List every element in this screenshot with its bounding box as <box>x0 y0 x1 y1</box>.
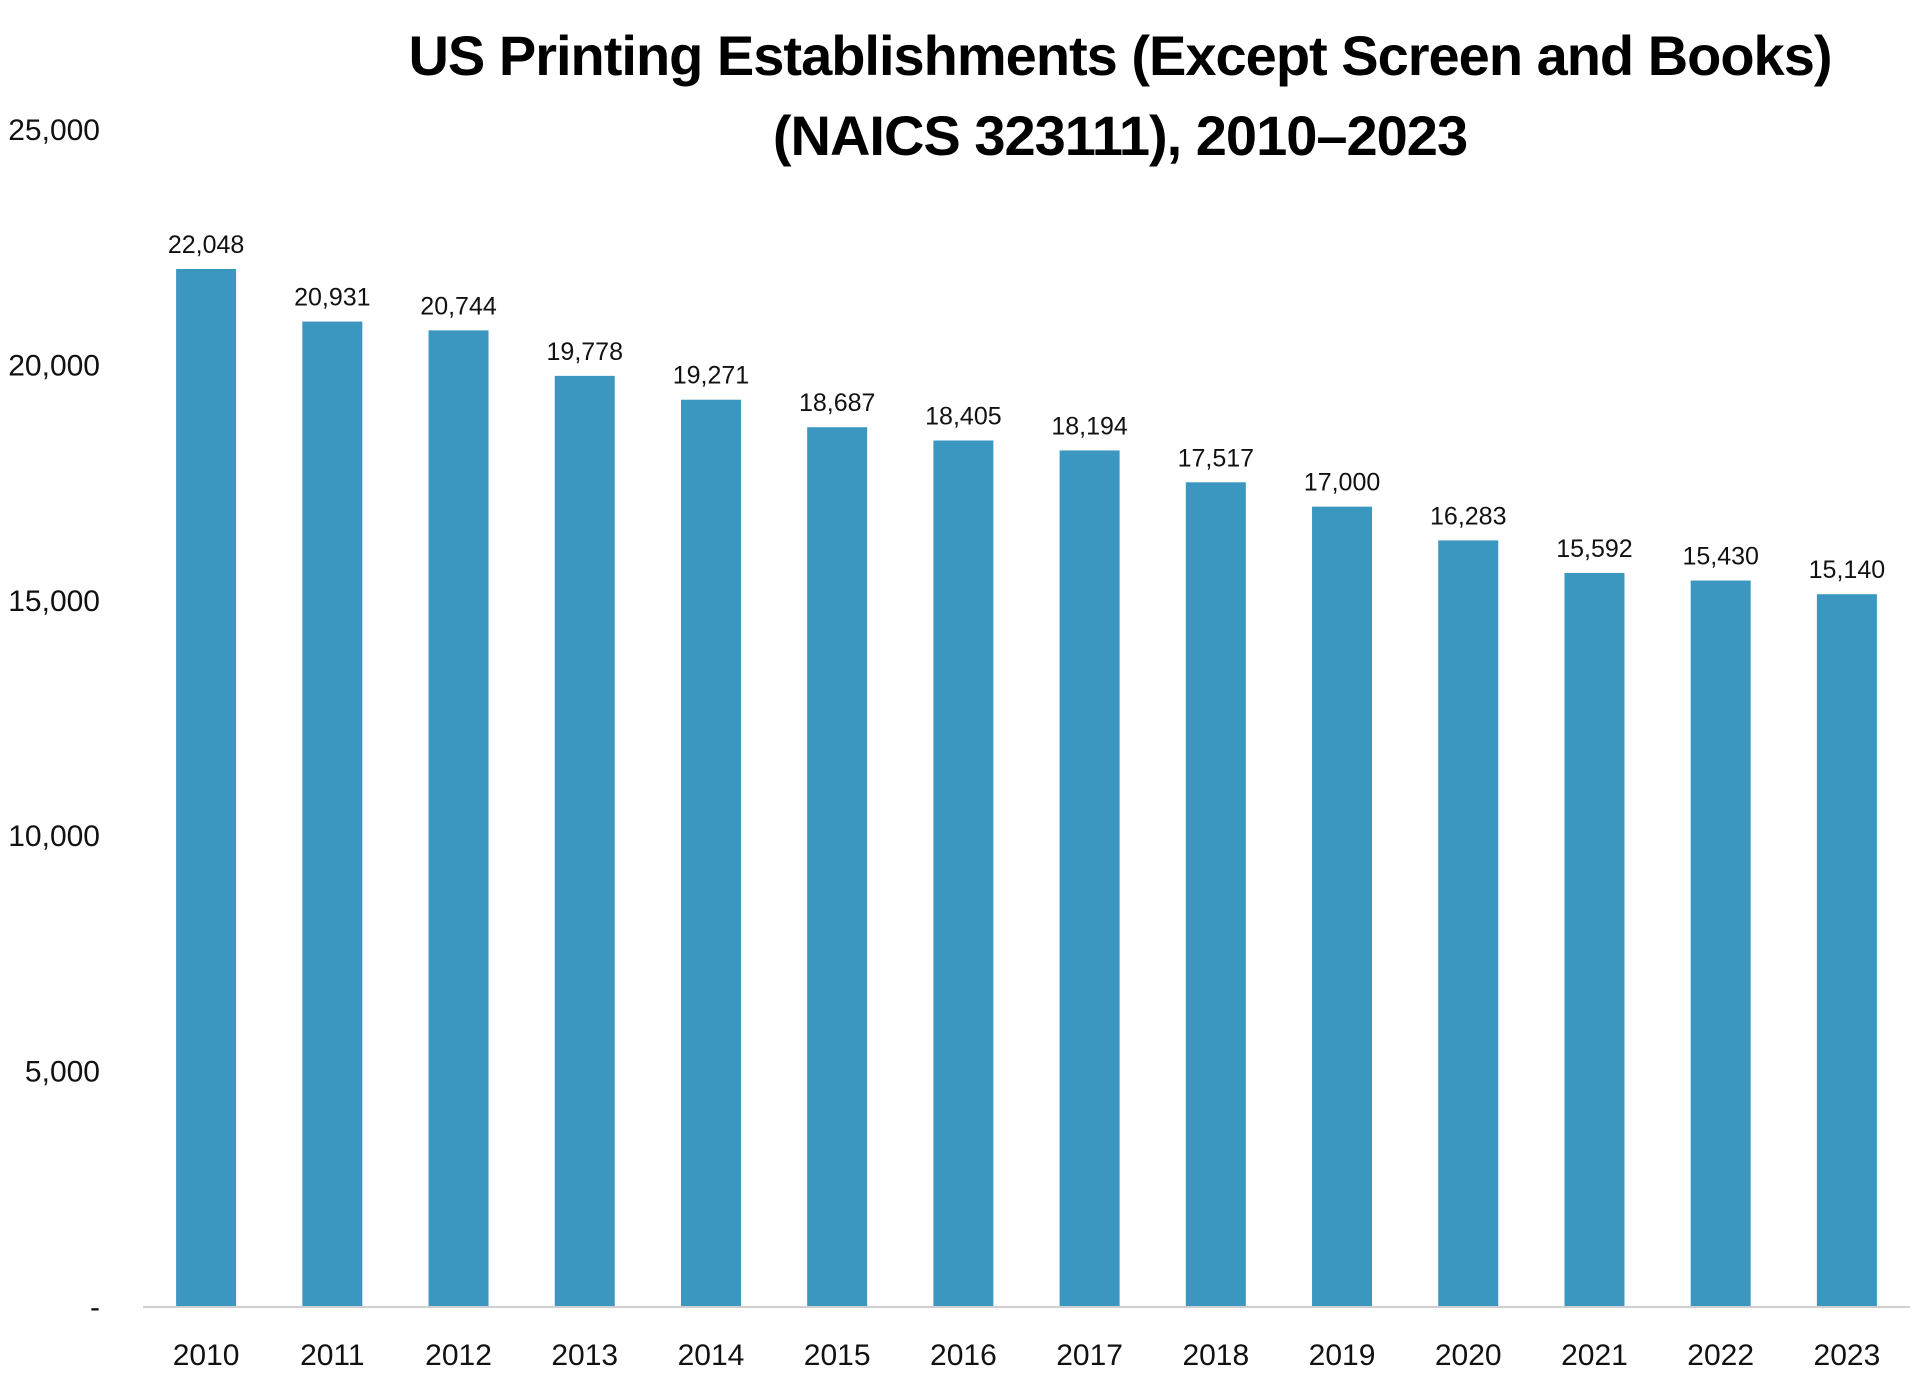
y-axis: - 5,000 10,000 15,000 20,000 25,000 <box>8 114 100 1324</box>
bar-value-label: 17,517 <box>1178 444 1254 472</box>
bar-2010 <box>176 268 237 1307</box>
bar-value-label: 18,405 <box>925 402 1001 430</box>
bar-value-label: 15,592 <box>1556 535 1632 563</box>
bar-2013 <box>554 375 615 1307</box>
x-tick-label: 2010 <box>173 1339 240 1372</box>
bar-value-label: 20,744 <box>420 292 497 320</box>
bar-2023 <box>1816 594 1877 1307</box>
y-tick-label: 20,000 <box>8 349 100 382</box>
bar-value-label: 19,271 <box>673 362 749 390</box>
chart-title-block: US Printing Establishments (Except Scree… <box>360 16 1880 176</box>
chart-title: US Printing Establishments (Except Scree… <box>408 24 1832 87</box>
bar-2016 <box>933 440 994 1307</box>
y-tick-label: - <box>90 1291 100 1324</box>
bar-value-label: 15,430 <box>1682 543 1758 571</box>
bar-2017 <box>1059 450 1120 1307</box>
x-tick-label: 2011 <box>300 1339 365 1372</box>
x-tick-label: 2015 <box>804 1339 871 1372</box>
bar-2012 <box>428 330 489 1308</box>
bar-value-label: 18,687 <box>799 389 875 417</box>
bar-value-label: 16,283 <box>1430 502 1506 530</box>
x-tick-label: 2018 <box>1182 1339 1249 1372</box>
y-tick-label: 5,000 <box>25 1056 100 1089</box>
bar-value-label: 18,194 <box>1051 412 1128 440</box>
bar-2015 <box>807 427 868 1307</box>
x-tick-label: 2019 <box>1309 1339 1376 1372</box>
x-tick-label: 2023 <box>1814 1339 1881 1372</box>
bar-2018 <box>1185 482 1246 1307</box>
y-tick-label: 15,000 <box>8 585 100 618</box>
x-tick-label: 2021 <box>1561 1339 1628 1372</box>
bar-2021 <box>1564 572 1625 1307</box>
x-axis: 2010 2011 2012 2013 2014 2015 2016 2017 2018 2019… <box>143 1306 1910 1372</box>
bar-2020 <box>1438 540 1499 1307</box>
x-tick-label: 2014 <box>678 1339 745 1372</box>
y-tick-label: 10,000 <box>8 820 100 853</box>
bar-value-label: 22,048 <box>168 231 244 259</box>
y-tick-label: 25,000 <box>8 114 100 147</box>
x-tick-label: 2012 <box>425 1339 492 1372</box>
bar-2014 <box>680 399 741 1307</box>
bar-2011 <box>302 321 363 1308</box>
bar-value-label: 19,778 <box>547 338 623 366</box>
chart-subtitle: (NAICS 323111), 2010–2023 <box>772 104 1468 167</box>
x-tick-label: 2017 <box>1056 1339 1123 1372</box>
x-tick-label: 2016 <box>930 1339 997 1372</box>
bar-2019 <box>1312 506 1373 1307</box>
bar-value-label: 15,140 <box>1809 556 1885 584</box>
bar-2022 <box>1690 580 1751 1307</box>
bar-value-labels: 22,048 20,931 20,744 19,778 19,271 18,687 18,4… <box>168 231 1885 584</box>
bar-value-label: 20,931 <box>294 284 370 312</box>
x-tick-label: 2020 <box>1435 1339 1502 1372</box>
x-tick-label: 2013 <box>551 1339 618 1372</box>
bar-value-label: 17,000 <box>1304 469 1380 497</box>
x-tick-label: 2022 <box>1687 1339 1754 1372</box>
bars <box>176 268 1877 1308</box>
